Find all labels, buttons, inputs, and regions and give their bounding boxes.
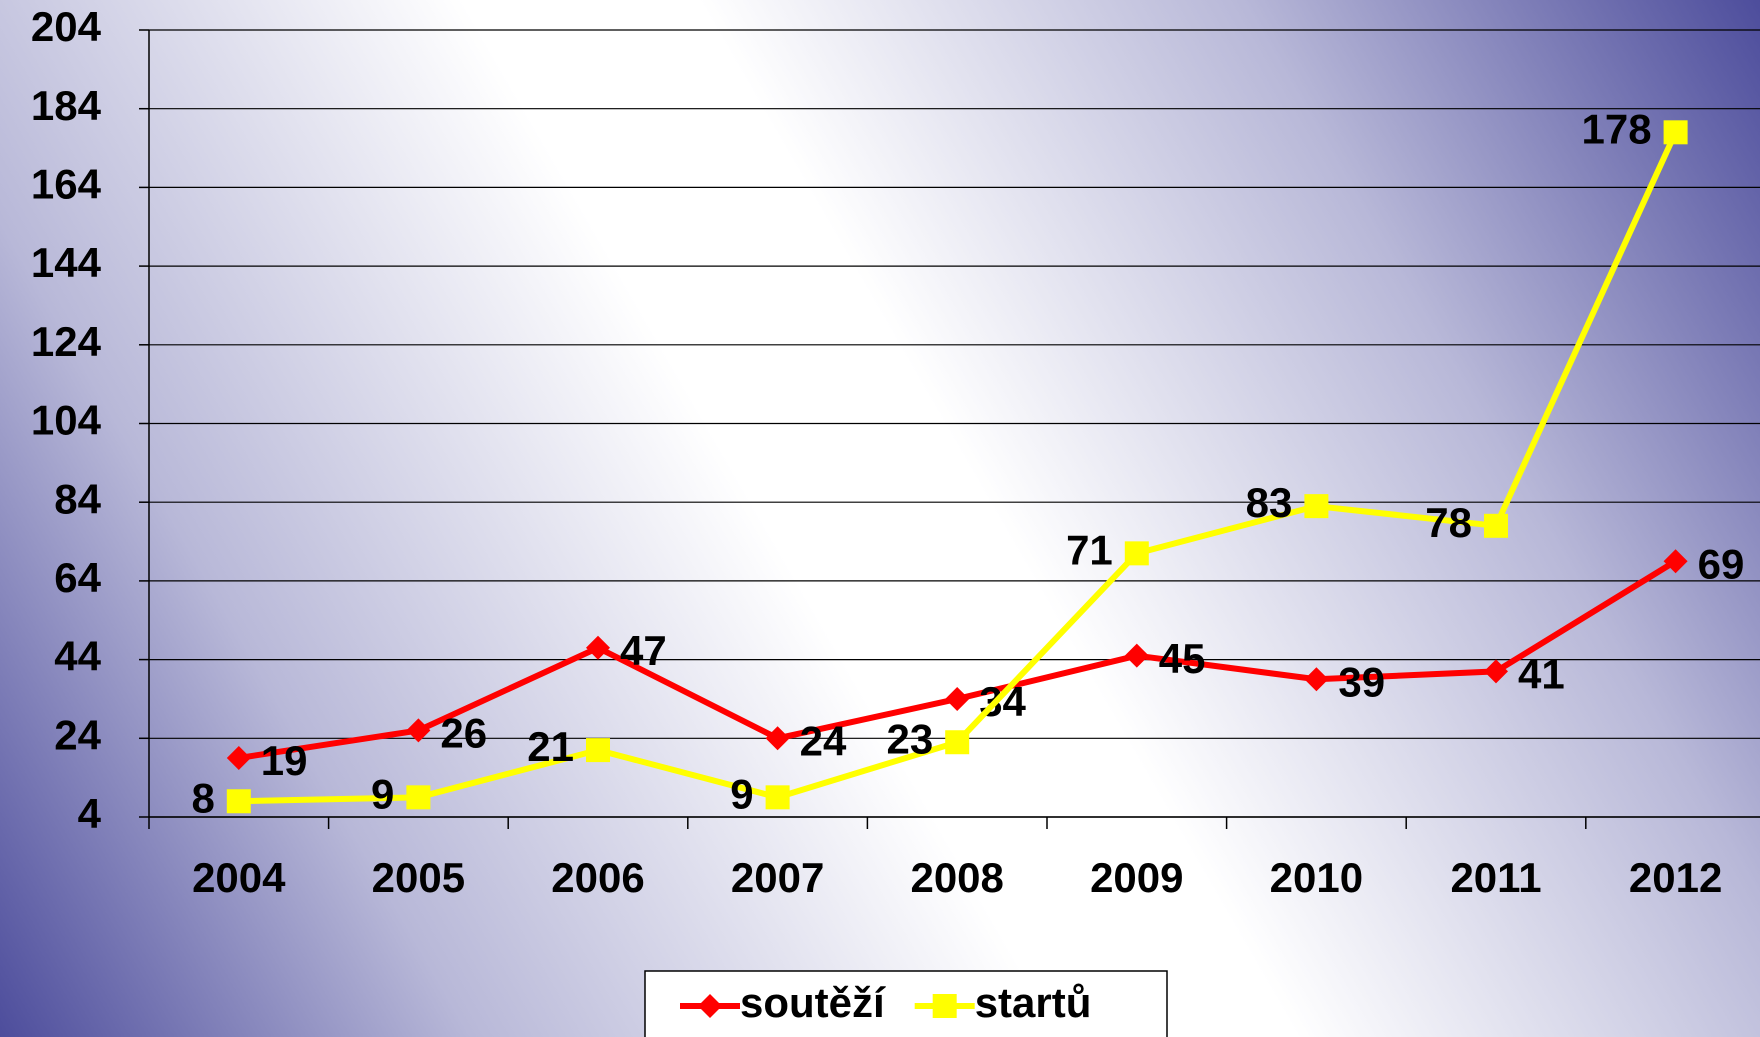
data-label: 8: [191, 774, 214, 821]
y-tick-label: 204: [31, 3, 102, 50]
y-tick-label: 184: [31, 82, 102, 129]
point: [1484, 513, 1508, 538]
data-label: 178: [1582, 105, 1652, 152]
legend-marker: [698, 994, 722, 1018]
data-label: 23: [886, 715, 933, 762]
data-label: 9: [730, 770, 753, 817]
x-tick-label: 2007: [731, 854, 824, 901]
point: [1663, 120, 1688, 145]
data-label: 19: [261, 737, 308, 784]
y-tick-label: 84: [54, 475, 101, 522]
x-tick-label: 2006: [551, 854, 644, 901]
point: [1304, 667, 1329, 692]
point: [765, 726, 790, 751]
point: [945, 730, 970, 755]
y-tick-label: 104: [31, 397, 102, 444]
point: [226, 745, 251, 770]
point: [1663, 549, 1688, 574]
x-tick-label: 2004: [192, 854, 286, 901]
data-label: 9: [371, 770, 394, 817]
data-label: 41: [1518, 650, 1565, 697]
x-tick-label: 2008: [910, 854, 1003, 901]
x-tick-label: 2005: [372, 854, 465, 901]
legend-label: soutěží: [740, 979, 886, 1026]
point: [1124, 643, 1149, 668]
y-tick-label: 164: [31, 160, 102, 207]
data-label: 69: [1698, 540, 1745, 587]
data-label: 34: [979, 678, 1026, 725]
data-label: 21: [527, 723, 574, 770]
point: [226, 789, 251, 814]
point: [406, 785, 431, 810]
point: [1484, 659, 1508, 684]
point: [406, 718, 431, 743]
data-label: 47: [620, 627, 667, 674]
x-tick-label: 2012: [1629, 854, 1722, 901]
point: [945, 686, 970, 711]
y-tick-label: 4: [78, 790, 102, 837]
point: [1304, 494, 1329, 519]
point: [1124, 541, 1149, 566]
y-tick-label: 44: [54, 633, 101, 680]
x-tick-label: 2011: [1450, 854, 1541, 901]
y-tick-label: 64: [54, 554, 101, 601]
data-label: 78: [1425, 499, 1472, 546]
data-label: 83: [1246, 479, 1293, 526]
data-label: 71: [1066, 526, 1113, 573]
x-tick-label: 2009: [1090, 854, 1183, 901]
y-tick-label: 24: [54, 711, 101, 758]
point: [586, 738, 610, 763]
point: [586, 635, 610, 660]
legend-label: startů: [975, 979, 1092, 1026]
data-label: 26: [440, 710, 487, 757]
y-tick-label: 124: [31, 318, 102, 365]
data-label: 24: [800, 717, 847, 764]
legend-marker: [932, 994, 957, 1018]
legend: soutěží startů: [644, 970, 1168, 1037]
point: [765, 785, 790, 810]
x-tick-label: 2010: [1270, 854, 1363, 901]
data-label: 39: [1338, 658, 1385, 705]
y-tick-label: 144: [31, 239, 102, 286]
data-label: 45: [1159, 635, 1206, 682]
